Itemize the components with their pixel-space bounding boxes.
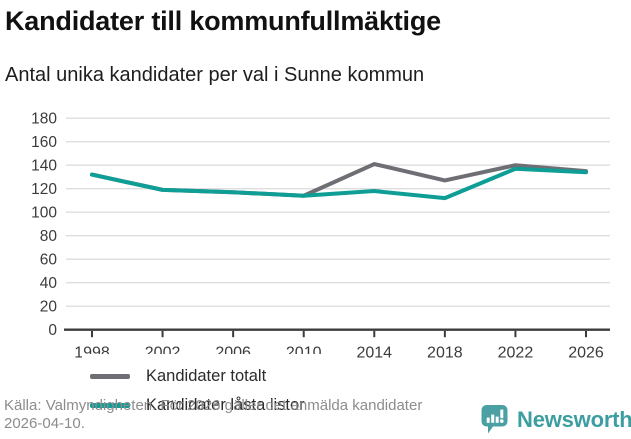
legend-label-total: Kandidater totalt [146,367,267,385]
logo-bubble-shape [481,405,508,434]
chart-legend: Kandidater totalt Kandidater låsta listo… [82,354,346,429]
logo-bar-3 [495,416,499,423]
x-axis-label-2022: 2022 [498,345,534,362]
line-chart: 0204060801001201401601801998200220062010… [31,111,610,362]
y-axis-label-60: 60 [40,252,58,269]
x-axis-label-2018: 2018 [427,345,463,362]
x-axis-label-2014: 2014 [356,345,392,362]
y-axis-label-40: 40 [40,275,58,292]
page-title: Kandidater till kommunfullmäktige [5,6,441,36]
y-axis-label-0: 0 [48,322,57,339]
logo-bar-2 [491,414,495,423]
legend-item-locked-lists: Kandidater låsta listor [90,391,336,420]
newsworthy-logo-icon [481,405,508,434]
series-line-1 [90,166,588,201]
legend-label-locked-lists: Kandidater låsta listor [146,396,305,414]
y-axis-label-80: 80 [40,228,58,245]
logo-exclamation-dot [500,419,504,423]
y-axis-label-120: 120 [31,181,57,198]
x-axis-label-2026: 2026 [568,345,604,362]
legend-swatch-total [90,374,130,379]
logo-exclamation-bar [500,409,504,419]
brand-name: Newsworthy [517,406,631,432]
y-axis-label-20: 20 [40,299,58,316]
logo-bar-1 [486,417,490,423]
newsworthy-logo: Newsworthy [480,404,631,435]
y-axis-label-160: 160 [31,134,57,151]
page-subtitle: Antal unika kandidater per val i Sunne k… [5,64,425,86]
legend-swatch-locked-lists [90,403,130,408]
y-axis-label-180: 180 [31,111,57,128]
source-note: Källa: Valmyndigheten. För 2026 gäller d… [4,397,423,433]
legend-item-total: Kandidater totalt [90,362,336,391]
y-axis-label-140: 140 [31,158,57,175]
chart-area: 0204060801001201401601801998200220062010… [0,105,631,429]
y-axis-label-100: 100 [31,205,57,222]
